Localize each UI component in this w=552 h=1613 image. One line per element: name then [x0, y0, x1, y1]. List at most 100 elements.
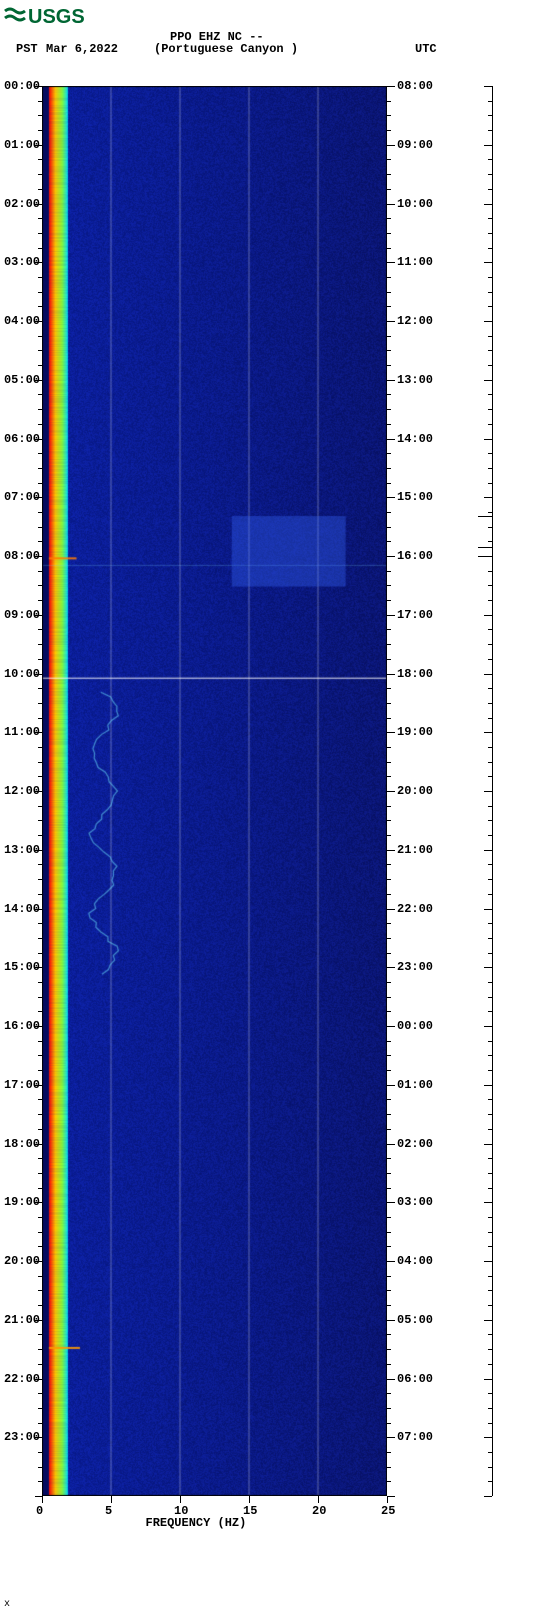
left-tick	[38, 468, 42, 469]
left-tick	[38, 218, 42, 219]
left-tick	[38, 1129, 42, 1130]
footer-mark: x	[4, 1599, 10, 1610]
right-tick	[387, 600, 391, 601]
left-tick	[38, 409, 42, 410]
station-line2: (Portuguese Canyon )	[154, 42, 298, 56]
right-tick	[387, 1437, 395, 1438]
side-scale-tick	[488, 1188, 492, 1189]
right-tick	[387, 1379, 395, 1380]
left-tick	[38, 1481, 42, 1482]
side-scale-tick	[484, 497, 492, 498]
left-tick	[38, 453, 42, 454]
side-scale-tick	[488, 1364, 492, 1365]
side-scale-bar	[492, 86, 493, 1496]
left-tick	[38, 1070, 42, 1071]
svg-text:USGS: USGS	[28, 6, 85, 28]
side-scale-tick	[488, 159, 492, 160]
side-scale-tick	[488, 1114, 492, 1115]
right-time-label: 09:00	[397, 138, 433, 152]
right-tick	[387, 189, 391, 190]
right-tick	[387, 1085, 395, 1086]
left-tick	[38, 189, 42, 190]
side-scale-tick	[484, 439, 492, 440]
left-tick	[38, 248, 42, 249]
freq-tick-label: 5	[105, 1504, 112, 1518]
left-tick	[35, 1261, 42, 1262]
right-time-label: 16:00	[397, 549, 433, 563]
left-tick	[38, 585, 42, 586]
right-tick	[387, 967, 395, 968]
left-tick	[38, 159, 42, 160]
left-tick	[38, 688, 42, 689]
left-tick	[38, 1158, 42, 1159]
side-scale-tick	[488, 629, 492, 630]
side-scale-tick	[488, 703, 492, 704]
right-tick	[387, 1070, 391, 1071]
left-tick	[35, 497, 42, 498]
right-time-label: 00:00	[397, 1019, 433, 1033]
right-tick	[387, 1481, 391, 1482]
right-tick	[387, 1423, 391, 1424]
side-scale-tick	[488, 101, 492, 102]
left-tick	[38, 512, 42, 513]
left-tick	[38, 1290, 42, 1291]
right-time-label: 17:00	[397, 608, 433, 622]
right-time-label: 20:00	[397, 784, 433, 798]
right-tick	[387, 439, 395, 440]
right-tick	[387, 174, 391, 175]
right-tick	[387, 541, 391, 542]
side-scale-tick	[488, 953, 492, 954]
right-tick	[387, 409, 391, 410]
side-scale-tick	[488, 1393, 492, 1394]
left-tick	[38, 571, 42, 572]
side-scale-tick	[488, 894, 492, 895]
side-scale-tick	[488, 189, 492, 190]
left-tick	[35, 321, 42, 322]
side-scale-tick	[488, 718, 492, 719]
left-tick	[38, 1349, 42, 1350]
side-scale-tick	[484, 615, 492, 616]
side-scale-tick	[488, 1481, 492, 1482]
left-tick	[38, 1393, 42, 1394]
side-scale-tick	[484, 1320, 492, 1321]
left-tick	[38, 174, 42, 175]
right-tick	[387, 1144, 395, 1145]
freq-tick-label: 25	[381, 1504, 395, 1518]
side-scale-tick	[488, 1290, 492, 1291]
right-tick	[387, 835, 391, 836]
left-tick	[38, 938, 42, 939]
side-scale-tick	[488, 1334, 492, 1335]
right-tick	[387, 1364, 391, 1365]
side-scale-tick	[484, 380, 492, 381]
side-scale-tick	[484, 204, 492, 205]
side-scale-tick	[484, 909, 492, 910]
left-tick	[38, 1452, 42, 1453]
right-tick	[387, 1349, 391, 1350]
right-tick	[387, 997, 391, 998]
side-scale-tick	[488, 306, 492, 307]
side-scale-tick	[484, 1496, 492, 1497]
side-scale-tick	[488, 600, 492, 601]
right-tick	[387, 1320, 395, 1321]
right-time-label: 08:00	[397, 79, 433, 93]
left-tick	[38, 864, 42, 865]
side-scale-tick	[484, 1379, 492, 1380]
right-tick	[387, 556, 395, 557]
left-tick	[38, 1305, 42, 1306]
right-tick	[387, 365, 391, 366]
right-tick	[387, 468, 391, 469]
frequency-axis-title: FREQUENCY (HZ)	[146, 1516, 247, 1530]
side-scale-tick	[488, 820, 492, 821]
right-tick	[387, 732, 395, 733]
left-tick	[35, 791, 42, 792]
left-tick	[38, 306, 42, 307]
right-tick	[387, 791, 395, 792]
right-tick	[387, 1452, 391, 1453]
left-tick	[35, 1202, 42, 1203]
right-time-label: 07:00	[397, 1430, 433, 1444]
side-scale-tick	[488, 997, 492, 998]
right-tick	[387, 1188, 391, 1189]
side-scale-tick	[488, 1041, 492, 1042]
side-scale-tick	[488, 864, 492, 865]
side-scale-tick	[484, 262, 492, 263]
